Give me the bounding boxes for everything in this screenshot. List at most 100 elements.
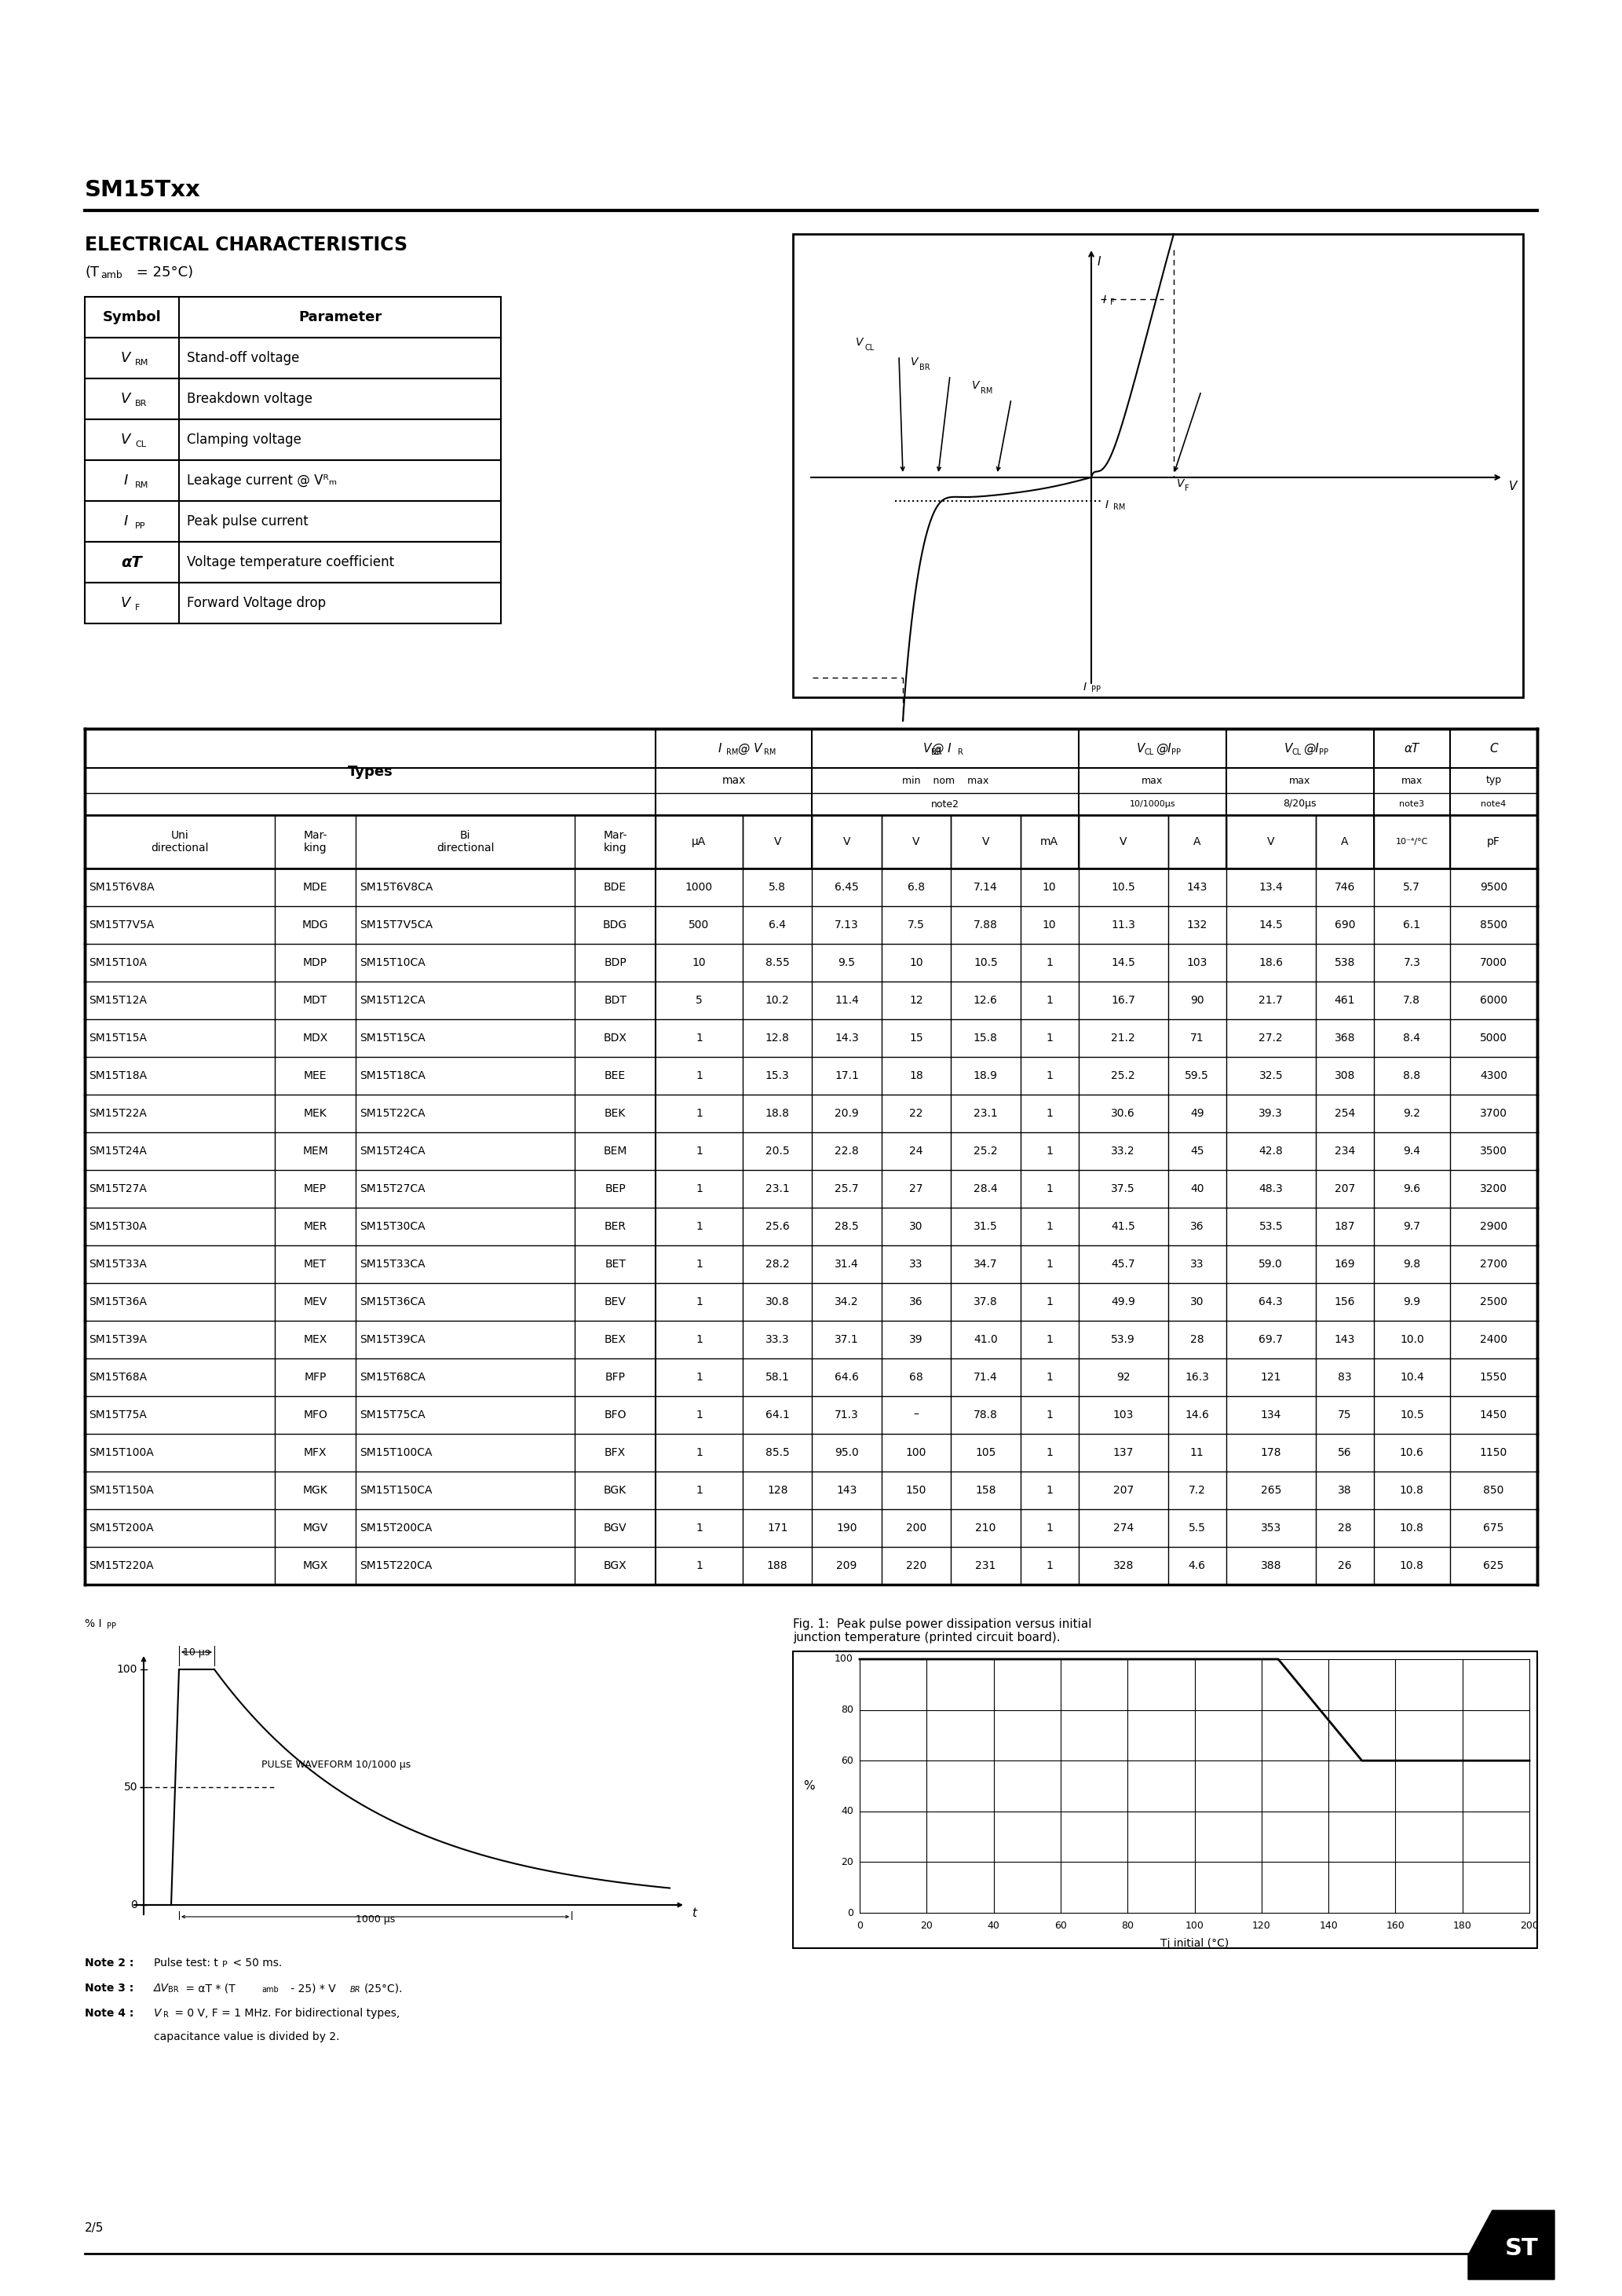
Text: BFO: BFO <box>603 1410 626 1421</box>
Text: 171: 171 <box>767 1522 788 1534</box>
Text: note3: note3 <box>1400 799 1424 808</box>
Text: 32.5: 32.5 <box>1259 1070 1283 1081</box>
Text: t: t <box>691 1908 696 1919</box>
Text: F: F <box>1184 484 1189 491</box>
Text: 27: 27 <box>910 1182 923 1194</box>
Text: 20.9: 20.9 <box>835 1109 860 1118</box>
Text: 48.3: 48.3 <box>1259 1182 1283 1194</box>
Text: PULSE WAVEFORM 10/1000 µs: PULSE WAVEFORM 10/1000 µs <box>261 1759 410 1770</box>
Text: 178: 178 <box>1260 1446 1281 1458</box>
Text: 103: 103 <box>1113 1410 1134 1421</box>
Text: R: R <box>164 2011 169 2018</box>
Text: V: V <box>1267 836 1275 847</box>
Bar <box>84 501 501 542</box>
Text: 15.3: 15.3 <box>766 1070 790 1081</box>
Text: I: I <box>719 742 722 753</box>
Text: 1: 1 <box>696 1109 702 1118</box>
Text: 190: 190 <box>837 1522 856 1534</box>
Text: 10.5: 10.5 <box>1111 882 1135 893</box>
Text: 33.2: 33.2 <box>1111 1146 1135 1157</box>
Text: 274: 274 <box>1113 1522 1134 1534</box>
Text: RM: RM <box>727 748 738 755</box>
Text: amb: amb <box>101 271 122 280</box>
Text: 6.8: 6.8 <box>907 882 925 893</box>
Text: 25.2: 25.2 <box>1111 1070 1135 1081</box>
Text: ELECTRICAL CHARACTERISTICS: ELECTRICAL CHARACTERISTICS <box>84 236 407 255</box>
Text: MGK: MGK <box>303 1486 328 1497</box>
Text: 36: 36 <box>910 1297 923 1306</box>
Text: SM15T24CA: SM15T24CA <box>360 1146 425 1157</box>
Text: 128: 128 <box>767 1486 788 1497</box>
Text: 100: 100 <box>905 1446 926 1458</box>
Text: V: V <box>1508 480 1517 491</box>
Text: BEP: BEP <box>605 1182 626 1194</box>
Text: 39.3: 39.3 <box>1259 1109 1283 1118</box>
Text: 1: 1 <box>696 1334 702 1345</box>
Text: 40: 40 <box>1191 1182 1204 1194</box>
Text: note4: note4 <box>1481 799 1507 808</box>
Text: 30.8: 30.8 <box>766 1297 790 1306</box>
Text: SM15T30A: SM15T30A <box>89 1221 146 1233</box>
Text: 140: 140 <box>1319 1922 1338 1931</box>
Text: BER: BER <box>603 1221 626 1233</box>
Text: 15.8: 15.8 <box>973 1033 998 1045</box>
Text: 7.3: 7.3 <box>1403 957 1421 969</box>
Text: V: V <box>1285 742 1293 753</box>
Text: P: P <box>222 1961 227 1968</box>
Text: 78.8: 78.8 <box>973 1410 998 1421</box>
Text: 207: 207 <box>1113 1486 1134 1497</box>
Text: 143: 143 <box>1187 882 1207 893</box>
Text: 9500: 9500 <box>1479 882 1507 893</box>
Text: 18.6: 18.6 <box>1259 957 1283 969</box>
Text: 5.5: 5.5 <box>1189 1522 1205 1534</box>
Text: amb: amb <box>261 1986 279 1993</box>
Text: 1: 1 <box>696 1371 702 1382</box>
Text: 2700: 2700 <box>1479 1258 1507 1270</box>
Text: 60: 60 <box>840 1756 853 1766</box>
Text: 12.8: 12.8 <box>766 1033 790 1045</box>
Text: V: V <box>120 597 130 611</box>
Text: 17.1: 17.1 <box>835 1070 860 1081</box>
Text: SM15T12A: SM15T12A <box>89 994 148 1006</box>
Text: (T: (T <box>84 266 99 280</box>
Text: 10.8: 10.8 <box>1400 1486 1424 1497</box>
Text: MDX: MDX <box>303 1033 328 1045</box>
Text: 20: 20 <box>920 1922 933 1931</box>
Text: 22: 22 <box>910 1109 923 1118</box>
Text: 10: 10 <box>693 957 706 969</box>
Text: MER: MER <box>303 1221 328 1233</box>
Text: 746: 746 <box>1335 882 1354 893</box>
Text: 10.6: 10.6 <box>1400 1446 1424 1458</box>
Text: @ V: @ V <box>738 742 762 755</box>
Text: 9.6: 9.6 <box>1403 1182 1421 1194</box>
Text: 100: 100 <box>1186 1922 1204 1931</box>
Text: 7.2: 7.2 <box>1189 1486 1205 1497</box>
Text: 103: 103 <box>1187 957 1207 969</box>
Text: 22.8: 22.8 <box>835 1146 860 1157</box>
Text: 1: 1 <box>1046 1410 1053 1421</box>
Text: SM15T75CA: SM15T75CA <box>360 1410 425 1421</box>
Bar <box>84 459 501 501</box>
Text: 220: 220 <box>905 1561 926 1570</box>
Text: SM15T30CA: SM15T30CA <box>360 1221 425 1233</box>
Text: MDG: MDG <box>302 918 328 930</box>
Text: 64.3: 64.3 <box>1259 1297 1283 1306</box>
Text: 6000: 6000 <box>1479 994 1507 1006</box>
Text: 71.3: 71.3 <box>835 1410 860 1421</box>
Text: SM15T15CA: SM15T15CA <box>360 1033 425 1045</box>
Text: MDE: MDE <box>303 882 328 893</box>
Text: SM15T68A: SM15T68A <box>89 1371 148 1382</box>
Text: 210: 210 <box>975 1522 996 1534</box>
Text: 16.7: 16.7 <box>1111 994 1135 1006</box>
Text: 1: 1 <box>696 1182 702 1194</box>
Text: = 25°C): = 25°C) <box>131 266 193 280</box>
Text: BDP: BDP <box>603 957 626 969</box>
Text: 33.3: 33.3 <box>766 1334 790 1345</box>
Text: SM15T12CA: SM15T12CA <box>360 994 425 1006</box>
Text: MFX: MFX <box>303 1446 328 1458</box>
Text: 13.4: 13.4 <box>1259 882 1283 893</box>
Text: 18: 18 <box>910 1070 923 1081</box>
Text: 85.5: 85.5 <box>766 1446 790 1458</box>
Text: SM15T33CA: SM15T33CA <box>360 1258 425 1270</box>
Text: SM15T150CA: SM15T150CA <box>360 1486 431 1497</box>
